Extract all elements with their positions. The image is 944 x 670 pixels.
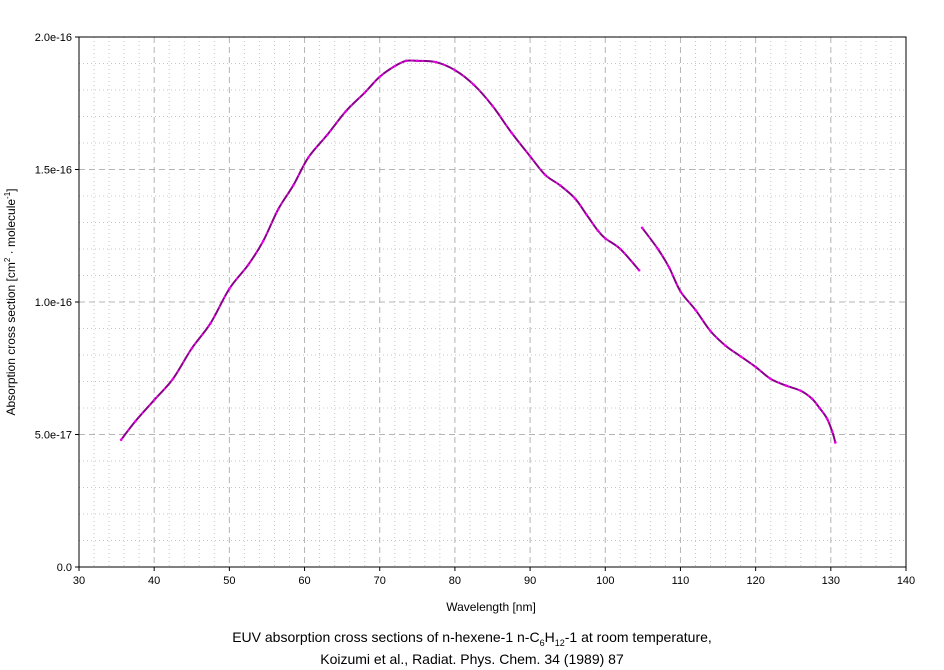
data-point [640, 226, 644, 230]
data-point [378, 75, 382, 79]
data-point [363, 91, 366, 94]
data-point [656, 247, 660, 251]
data-point [152, 398, 156, 402]
data-point [171, 377, 175, 381]
data-point [825, 417, 829, 420]
data-point [679, 290, 682, 293]
y-label-part: · molecule [4, 199, 18, 258]
y-tick-label: 1.5e-16 [35, 165, 72, 177]
x-tick-label: 50 [223, 575, 235, 587]
tick-marks [75, 36, 907, 571]
data-point [709, 329, 712, 333]
data-point [472, 83, 476, 86]
data-point [694, 308, 697, 312]
y-tick-label: 0.0 [57, 562, 72, 574]
data-point [754, 365, 757, 369]
data-point [818, 406, 821, 410]
caption-subscript: 6 [539, 637, 545, 648]
data-point [491, 104, 494, 108]
y-tick-label: 2.0e-16 [35, 32, 72, 44]
data-point [619, 247, 622, 251]
caption-line-2: Koizumi et al., Radiat. Phys. Chem. 34 (… [320, 651, 624, 667]
data-point [344, 109, 348, 113]
grid [79, 37, 906, 567]
y-label-sup: 2 [3, 257, 12, 262]
caption-subscript: 12 [554, 637, 565, 648]
data-point [291, 184, 295, 187]
series-line-highlight [641, 227, 837, 443]
data-point [799, 389, 803, 393]
data-point [261, 239, 265, 243]
y-label-part: Absorption cross section [cm [4, 262, 18, 415]
data-point [416, 59, 419, 63]
x-tick-label: 110 [672, 575, 690, 587]
y-tick-label: 1.0e-16 [35, 297, 72, 309]
data-point [543, 173, 547, 177]
data-point [831, 430, 834, 434]
data-point [404, 59, 408, 63]
data-point [209, 321, 212, 325]
data-point [434, 60, 438, 64]
data-point [603, 237, 607, 240]
data-point [585, 213, 588, 216]
data-point [134, 419, 137, 423]
data-point [119, 438, 123, 442]
x-tick-label: 30 [73, 575, 85, 587]
x-tick-label: 90 [524, 575, 536, 587]
y-label-part: ] [4, 188, 18, 191]
data-point [667, 266, 671, 269]
y-tick-labels: 0.0 5.0e-17 1.0e-16 1.5e-16 2.0e-16 [35, 32, 72, 574]
data-point [724, 344, 727, 348]
data-point [453, 68, 457, 72]
x-tick-label: 100 [596, 575, 614, 587]
y-axis-label: Absorption cross section [cm2 · molecule… [3, 188, 18, 415]
x-tick-label: 130 [822, 575, 840, 587]
x-tick-label: 120 [746, 575, 764, 587]
x-tick-label: 40 [148, 575, 160, 587]
data-point [393, 64, 397, 68]
data-point [573, 197, 577, 200]
data-point [769, 377, 772, 381]
caption-text: H [544, 629, 555, 645]
data-point [276, 207, 280, 211]
data-point [784, 384, 788, 387]
x-tick-label: 60 [298, 575, 310, 587]
data-point [228, 287, 231, 291]
x-axis-label: Wavelength [nm] [446, 600, 536, 614]
x-tick-labels: 30 40 50 60 70 80 90 100 110 120 130 140 [73, 575, 915, 587]
x-tick-label: 140 [897, 575, 915, 587]
caption-text: -1 at room temperature, [564, 629, 712, 645]
x-tick-label: 80 [449, 575, 461, 587]
x-tick-label: 70 [374, 575, 386, 587]
caption-line-1: EUV absorption cross sections of n-hexen… [0, 626, 944, 654]
series-line [641, 227, 837, 443]
data-point [307, 156, 310, 159]
caption-text: EUV absorption cross sections of n-hexen… [232, 629, 540, 645]
data-point [190, 347, 194, 350]
data-point [810, 397, 814, 401]
data-point [558, 184, 562, 187]
data-point [834, 441, 837, 444]
y-tick-label: 5.0e-17 [35, 430, 72, 442]
data-point [246, 263, 250, 267]
y-label-sup: -1 [3, 191, 12, 199]
data-point [637, 268, 641, 272]
data-point [325, 133, 329, 137]
data-point [509, 131, 513, 134]
data-point [739, 355, 742, 358]
data-series [119, 59, 837, 444]
data-point [528, 154, 532, 158]
data-point [596, 229, 600, 232]
